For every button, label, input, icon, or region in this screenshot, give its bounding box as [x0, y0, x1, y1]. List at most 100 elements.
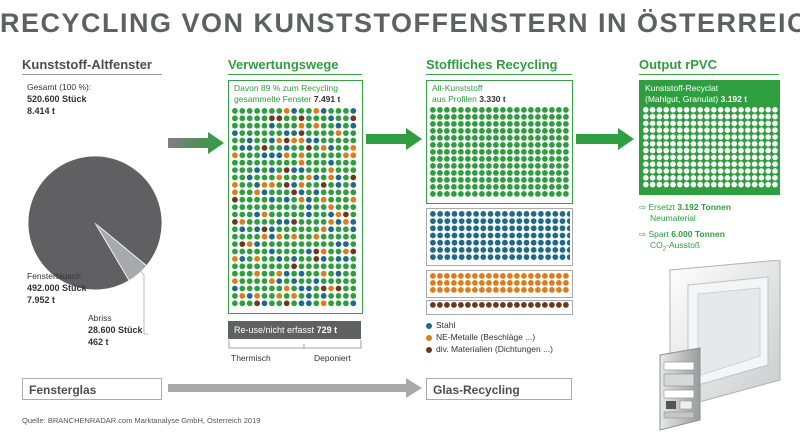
material-dot [254, 241, 260, 248]
material-dot [239, 270, 246, 277]
steel-dot [480, 225, 487, 232]
recyclat-dot [683, 127, 690, 133]
plastic-dot [486, 156, 492, 162]
material-dot [298, 226, 305, 233]
material-dot [269, 204, 275, 210]
material-dot [335, 122, 342, 129]
steel-dot [473, 232, 479, 239]
steel-dot [538, 254, 544, 260]
alt-kunststoff-line1: Alt-Kunststoff [432, 83, 483, 93]
material-dot [254, 108, 260, 114]
material-dot [239, 167, 246, 173]
recyclat-dot [717, 154, 724, 161]
recyclat-dot [704, 141, 710, 147]
ersetzt-post: Neumaterial [650, 213, 696, 223]
plastic-dot [430, 149, 436, 155]
plastic-dot [507, 156, 513, 162]
material-dot [313, 130, 320, 136]
recyclat-dot [690, 168, 697, 174]
material-dot [328, 211, 334, 218]
recyclat-dot [683, 175, 690, 181]
material-dot [343, 248, 349, 255]
material-dot [320, 145, 327, 151]
steel-dot [516, 225, 523, 232]
ne-metal-dot [528, 280, 534, 286]
recyclat-dot [663, 107, 669, 113]
ne-metal-dot [500, 287, 506, 293]
plastic-dot [444, 114, 450, 120]
material-dot [306, 122, 312, 129]
legend-item-ne-metalle: NE-Metalle (Beschläge ...) [426, 332, 535, 342]
recyclat-dot [738, 134, 744, 140]
plastic-dot [479, 107, 485, 113]
legend-label: Stahl [436, 320, 456, 330]
material-dot [298, 145, 305, 151]
material-dot [276, 189, 283, 196]
material-dot [320, 182, 327, 188]
recyclat-dot [717, 181, 724, 188]
recyclat-dot [704, 161, 710, 167]
ne-metal-dot [535, 273, 541, 279]
ne-metal-dot [465, 273, 471, 279]
steel-dot [509, 254, 515, 260]
material-dot [313, 189, 320, 196]
total-tons: 8.414 t [27, 106, 56, 116]
plastic-dot [472, 184, 478, 190]
material-dot [343, 278, 349, 284]
recyclat-dot [683, 147, 690, 154]
recyclat-dot [697, 147, 703, 154]
plastic-dot [556, 156, 562, 162]
material-dot [328, 108, 334, 114]
recyclat-dot [724, 134, 731, 140]
recyclat-dot [717, 168, 724, 174]
divider [639, 74, 779, 75]
legend-dot [426, 334, 432, 341]
material-dot [269, 122, 275, 129]
material-dot [269, 293, 275, 299]
plastic-dot [500, 142, 506, 148]
material-dot [254, 285, 260, 292]
recyclat-dot [711, 168, 717, 174]
material-dot [291, 174, 297, 181]
steel-dot [437, 239, 443, 246]
recyclat-dot [772, 113, 778, 120]
steel-dot [451, 254, 458, 260]
material-dot [269, 115, 275, 122]
material-dot [239, 300, 246, 307]
material-dot [232, 285, 238, 292]
recyclat-dot [697, 161, 703, 167]
steel-dot [444, 211, 451, 217]
plastic-dot [521, 121, 527, 127]
material-dot [291, 130, 297, 136]
total-label: Gesamt (100 %): [27, 82, 92, 92]
recyclat-dot [745, 141, 751, 147]
recyclat-dot [670, 127, 676, 133]
recyclat-dot [663, 154, 669, 161]
material-dot [239, 293, 246, 299]
material-dot [269, 182, 275, 188]
steel-dot [545, 239, 551, 246]
material-dot [298, 219, 305, 225]
material-dot [239, 115, 246, 122]
material-dot [298, 256, 305, 262]
material-dot [246, 270, 253, 277]
steel-dot [487, 225, 494, 232]
thermisch-label: Thermisch [231, 353, 271, 363]
material-dot [239, 219, 246, 225]
spart-note: ⇨ Spart 6.000 Tonnen CO2-Ausstoß [639, 229, 725, 256]
recyclat-dot [683, 120, 690, 127]
recyclat-dot [745, 168, 751, 174]
recyclat-dot [731, 161, 737, 167]
material-dot [335, 159, 342, 166]
steel-dot [566, 225, 570, 232]
material-dot [276, 182, 283, 188]
material-dot [328, 167, 334, 173]
recyclat-dot [683, 154, 690, 161]
glas-recycling-box: Glas-Recycling [426, 378, 572, 400]
plastic-dot [486, 114, 492, 120]
material-dot [320, 115, 327, 122]
material-dot [246, 196, 253, 203]
recyclat-dot [643, 113, 649, 120]
plastic-dot [472, 142, 478, 148]
recyclat-dot [649, 127, 656, 133]
